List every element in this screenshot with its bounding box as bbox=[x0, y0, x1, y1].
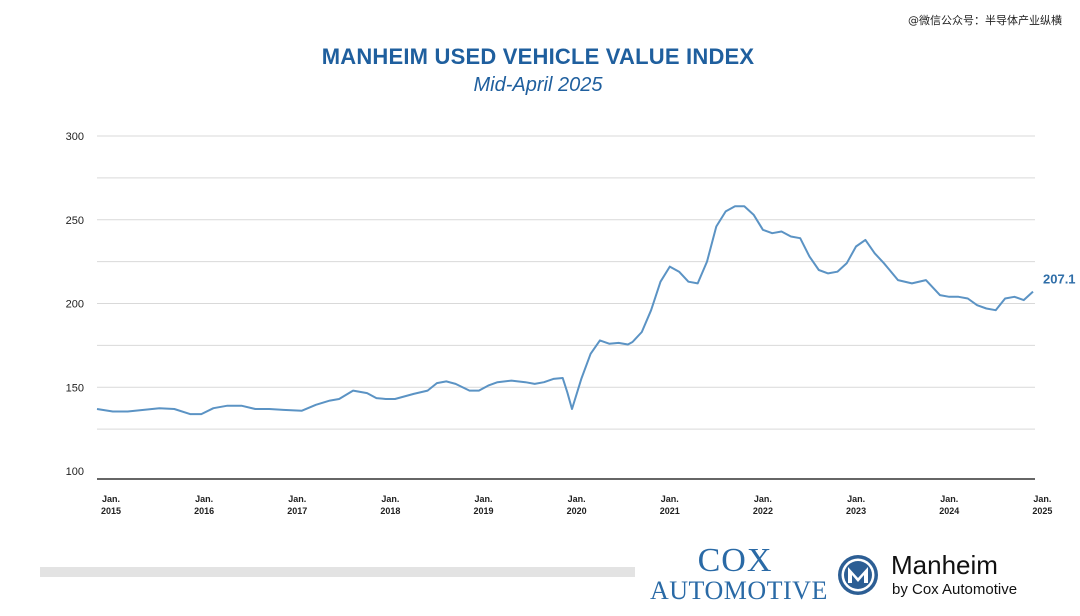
x-tick-label: Jan. 2024 bbox=[939, 494, 959, 516]
x-tick-label: Jan. 2019 bbox=[474, 494, 494, 516]
x-tick-label: Jan. 2021 bbox=[660, 494, 680, 516]
x-tick-label: Jan. 2016 bbox=[194, 494, 214, 516]
y-tick-label: 100 bbox=[66, 466, 84, 478]
x-tick-label: Jan. 2015 bbox=[101, 494, 121, 516]
x-tick-label: Jan. 2017 bbox=[287, 494, 307, 516]
chart-title: MANHEIM USED VEHICLE VALUE INDEX bbox=[321, 44, 755, 69]
y-tick-label: 200 bbox=[66, 299, 84, 311]
y-tick-label: 250 bbox=[66, 215, 84, 227]
x-tick-label: Jan. 2018 bbox=[380, 494, 400, 516]
series-line bbox=[96, 205, 1034, 416]
cox-automotive-logo: COX AUTOMOTIVE bbox=[650, 542, 828, 605]
end-value-label: 207.1 bbox=[1043, 272, 1076, 287]
manheim-logo-name: Manheim bbox=[891, 550, 998, 580]
series-layer: 207.1 bbox=[96, 205, 1076, 416]
y-tick-label: 300 bbox=[66, 131, 84, 143]
y-axis-ticks: 100 150 200 250 300 bbox=[66, 131, 84, 478]
y-tick-label: 150 bbox=[66, 382, 84, 394]
footer-bar bbox=[40, 567, 635, 577]
manheim-logo-tagline: by Cox Automotive bbox=[892, 581, 1018, 598]
manheim-logo-icon bbox=[838, 555, 878, 595]
gridlines bbox=[97, 135, 1035, 480]
x-axis-ticks: Jan. 2015 Jan. 2016 Jan. 2017 Jan. 2018 Jan. 2019… bbox=[101, 494, 1052, 516]
chart-subtitle: Mid-April 2025 bbox=[473, 74, 603, 96]
watermark-text: @微信公众号：半导体产业纵横 bbox=[908, 14, 1062, 27]
x-tick-label: Jan. 2022 bbox=[753, 494, 773, 516]
x-tick-label: Jan. 2023 bbox=[846, 494, 866, 516]
x-tick-label: Jan. 2025 bbox=[1032, 494, 1052, 516]
x-tick-label: Jan. 2020 bbox=[567, 494, 587, 516]
